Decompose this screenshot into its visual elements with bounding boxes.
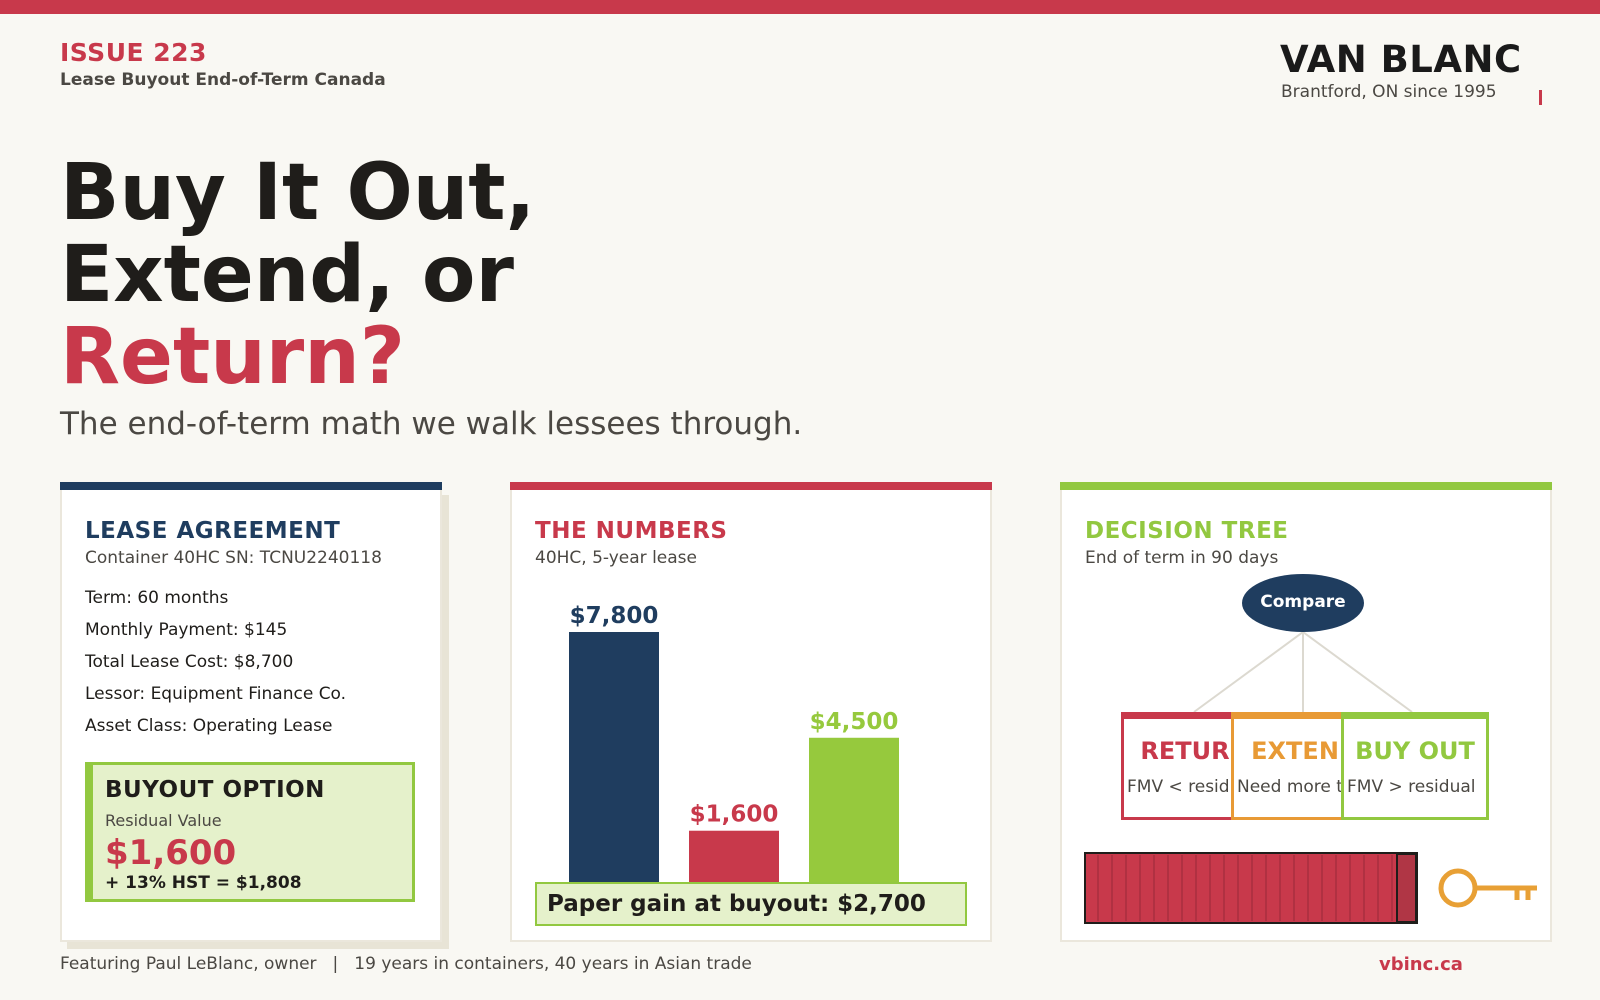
- key-icon: [1438, 868, 1537, 908]
- paper-gain-callout: Paper gain at buyout: $2,700: [535, 882, 967, 926]
- lease-monthly-payment: Monthly Payment: $145: [85, 620, 288, 640]
- headline-line-2: Extend, or: [60, 230, 514, 320]
- footer-separator: |: [332, 954, 339, 974]
- cost-bar-chart: $7,800 $1,600 $4,500: [569, 603, 899, 882]
- buyout-option-box: BUYOUT OPTION Residual Value $1,600 + 13…: [85, 762, 415, 902]
- option-buyout: BUY OUT FMV > residual: [1341, 712, 1489, 820]
- lease-details: Term: 60 months Monthly Payment: $145 To…: [85, 582, 346, 742]
- footer-credits: Featuring Paul LeBlanc, owner | 19 years i…: [60, 954, 752, 974]
- lease-term: Term: 60 months: [85, 588, 229, 608]
- numbers-card-accent: [510, 482, 992, 490]
- option-buyout-desc: FMV > residual: [1347, 777, 1476, 797]
- decision-tree-diagram: [1084, 574, 1537, 924]
- lease-card-accent: [60, 482, 442, 490]
- shipping-container-icon: [1084, 852, 1418, 924]
- option-extend-title: EXTEND: [1251, 737, 1359, 765]
- headline-subtitle: The end-of-term math we walk lessees thr…: [60, 406, 803, 442]
- residual-value: $1,600: [105, 833, 237, 873]
- buyout-title: BUYOUT OPTION: [105, 777, 325, 803]
- numbers-card-subtitle: 40HC, 5-year lease: [535, 548, 697, 568]
- option-extend-desc: Need more time: [1237, 777, 1375, 797]
- compare-node: [1242, 574, 1364, 632]
- numbers-card: THE NUMBERS 40HC, 5-year lease $7,800 $1,…: [510, 482, 992, 942]
- issue-number: ISSUE 223: [60, 38, 207, 67]
- residual-label: Residual Value: [105, 811, 222, 830]
- bar-label-2: $4,500: [810, 709, 899, 735]
- bar-1: [689, 830, 779, 882]
- lease-total-cost: Total Lease Cost: $8,700: [85, 652, 294, 672]
- brand-location: Brantford, ON since 1995: [1281, 82, 1497, 102]
- top-accent-bar: [0, 0, 1600, 14]
- headline: Buy It Out, Extend, or Return?: [60, 152, 535, 398]
- footer-featuring: Featuring Paul LeBlanc, owner: [60, 954, 317, 974]
- brand-accent-mark: [1539, 90, 1542, 105]
- headline-line-1: Buy It Out,: [60, 148, 536, 238]
- decision-tree-card: DECISION TREE End of term in 90 days Com…: [1060, 482, 1552, 942]
- brand-logo: VAN BLANC: [1280, 38, 1522, 81]
- option-return-desc: FMV < residual: [1127, 777, 1256, 797]
- option-buyout-title: BUY OUT: [1355, 737, 1475, 765]
- residual-with-tax: + 13% HST = $1,808: [105, 873, 302, 893]
- bar-label-0: $7,800: [570, 603, 659, 629]
- bar-2: [809, 737, 899, 882]
- branch-return: [1193, 631, 1304, 713]
- branch-buyout: [1302, 631, 1413, 713]
- tree-card-subtitle: End of term in 90 days: [1085, 548, 1279, 568]
- tree-card-accent: [1060, 482, 1552, 490]
- website-link[interactable]: vbinc.ca: [1379, 954, 1463, 975]
- headline-line-3: Return?: [60, 312, 406, 402]
- bar-label-1: $1,600: [690, 802, 779, 828]
- issue-subtitle: Lease Buyout End-of-Term Canada: [60, 70, 386, 90]
- lease-lessor: Lessor: Equipment Finance Co.: [85, 684, 347, 704]
- lease-card-title: LEASE AGREEMENT: [85, 518, 341, 544]
- lease-card-subtitle: Container 40HC SN: TCNU2240118: [85, 548, 382, 568]
- bar-0: [569, 632, 659, 882]
- compare-node-label: Compare: [1260, 592, 1346, 612]
- numbers-card-title: THE NUMBERS: [535, 518, 728, 544]
- lease-agreement-card: LEASE AGREEMENT Container 40HC SN: TCNU2…: [60, 482, 442, 942]
- tree-card-title: DECISION TREE: [1085, 518, 1289, 544]
- footer-tagline: 19 years in containers, 40 years in Asia…: [354, 954, 752, 974]
- lease-asset-class: Asset Class: Operating Lease: [85, 716, 333, 736]
